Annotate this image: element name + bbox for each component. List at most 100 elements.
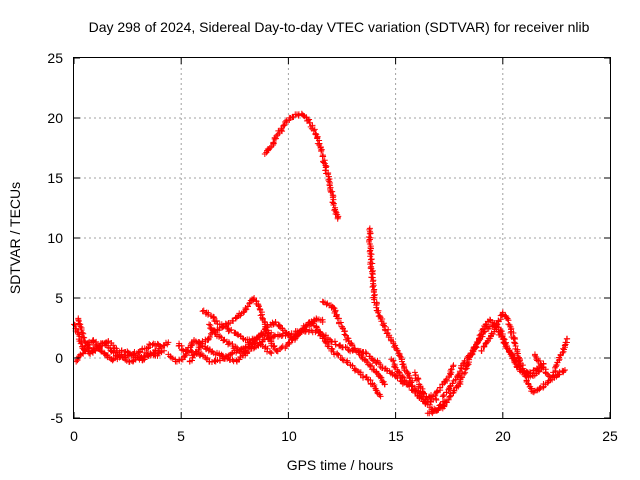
y-axis-label: SDTVAR / TECUs — [7, 182, 23, 294]
data-point — [313, 131, 320, 138]
y-tick-label: 10 — [47, 230, 63, 246]
data-point — [553, 362, 560, 369]
data-point — [508, 328, 515, 335]
data-point — [377, 393, 384, 400]
data-point — [229, 343, 236, 349]
data-point — [208, 349, 215, 355]
series-marker — [536, 358, 543, 365]
series-marker — [537, 360, 544, 367]
data-point — [182, 352, 189, 359]
series-marker — [460, 370, 467, 377]
series-marker — [500, 339, 507, 346]
series-marker — [456, 379, 463, 386]
data-point — [424, 401, 431, 408]
data-point — [88, 347, 95, 354]
data-point — [103, 352, 110, 359]
data-point — [225, 326, 232, 333]
data-point — [516, 357, 523, 364]
data-point — [339, 344, 345, 351]
series-marker — [205, 335, 212, 342]
data-point — [225, 352, 232, 359]
data-point — [433, 389, 440, 396]
series-marker — [321, 334, 328, 341]
data-point — [334, 215, 341, 222]
series-marker — [206, 333, 213, 340]
data-point — [381, 381, 388, 388]
series-marker — [283, 330, 290, 337]
series-marker — [449, 380, 456, 387]
series-marker — [328, 339, 335, 346]
y-tick-label: -5 — [51, 410, 64, 426]
series-marker — [481, 343, 488, 350]
data-point — [306, 119, 313, 126]
data-point — [113, 347, 120, 354]
series-arc-p — [478, 309, 568, 396]
data-point — [109, 357, 116, 364]
series-marker — [273, 132, 280, 139]
data-point — [216, 321, 223, 328]
data-point — [356, 369, 363, 376]
data-point — [293, 111, 300, 118]
data-point — [392, 364, 399, 371]
series-marker — [343, 358, 350, 365]
series-marker — [89, 337, 96, 344]
data-point — [199, 308, 206, 315]
series-marker — [283, 117, 290, 124]
data-point — [358, 352, 365, 359]
series-marker — [328, 189, 335, 196]
data-point — [486, 323, 493, 330]
data-point — [330, 304, 337, 311]
data-point — [186, 358, 193, 365]
data-point — [77, 352, 84, 359]
y-tick-label: 25 — [47, 50, 63, 66]
series-marker — [401, 377, 408, 384]
data-point — [122, 349, 129, 355]
data-point — [407, 377, 414, 384]
data-point — [426, 394, 433, 401]
series-arc-m — [411, 362, 457, 402]
data-point — [255, 302, 262, 309]
data-point — [255, 333, 262, 340]
series-arc-i — [261, 110, 342, 222]
series-arc-k — [365, 225, 440, 406]
series-marker — [511, 339, 518, 346]
data-point — [246, 299, 253, 306]
series-marker — [354, 368, 361, 375]
series-marker — [266, 348, 273, 355]
data-point — [233, 331, 240, 337]
data-point — [313, 323, 320, 330]
data-point — [561, 367, 568, 373]
series-marker — [380, 322, 387, 329]
data-point — [246, 344, 253, 351]
data-point — [531, 351, 538, 358]
data-point — [373, 304, 380, 311]
data-point — [313, 315, 320, 322]
data-point — [366, 225, 373, 232]
series-marker — [244, 303, 251, 310]
data-point — [274, 131, 281, 138]
data-point — [351, 345, 358, 352]
data-point — [484, 338, 491, 345]
data-point — [326, 178, 333, 185]
y-tick-label: 15 — [47, 170, 63, 186]
data-point — [364, 376, 371, 383]
series-marker — [317, 332, 324, 339]
data-point — [150, 340, 157, 347]
data-point — [454, 382, 461, 389]
series-marker — [545, 373, 552, 380]
series-arc-c — [75, 315, 172, 364]
x-tick-label: 10 — [281, 428, 297, 444]
series-arc-d — [165, 327, 410, 388]
data-point — [191, 337, 198, 343]
data-point — [306, 327, 313, 334]
series-marker — [448, 366, 455, 373]
data-point — [371, 367, 378, 373]
data-point — [281, 122, 288, 129]
data-point — [531, 367, 538, 373]
data-point — [193, 350, 200, 357]
data-point — [478, 331, 485, 337]
data-point — [390, 340, 397, 347]
data-point — [377, 374, 384, 381]
data-point — [369, 268, 376, 275]
x-tick-label: 5 — [177, 428, 185, 444]
